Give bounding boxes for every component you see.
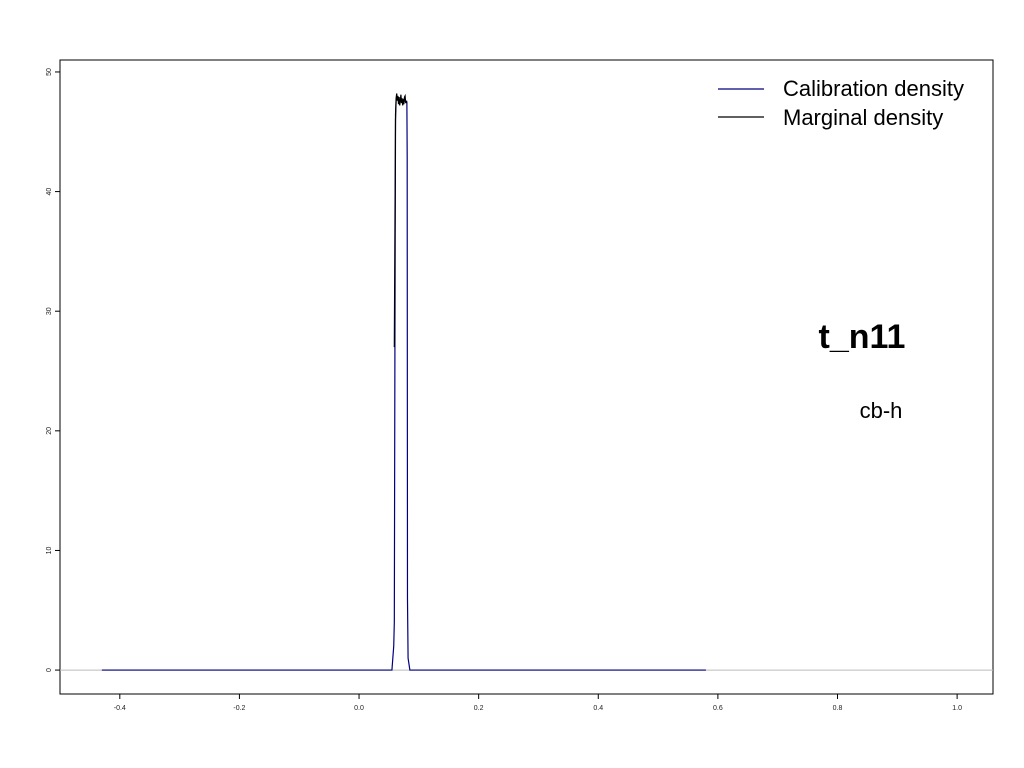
y-tick-label: 10 <box>46 546 53 554</box>
y-axis: 0 10 20 30 40 50 <box>46 68 60 672</box>
legend: Calibration density Marginal density <box>718 76 964 130</box>
x-tick-label: 1.0 <box>952 705 962 712</box>
plot-frame <box>59 59 994 695</box>
x-tick-label: 0.6 <box>713 705 723 712</box>
x-tick-label: 0.2 <box>474 705 484 712</box>
series-calibration-density <box>101 96 706 671</box>
y-tick-label: 20 <box>46 427 53 435</box>
x-axis: -0.4 -0.2 0.0 0.2 0.4 0.6 0.8 1.0 <box>114 694 962 712</box>
series-marginal-density <box>393 93 408 348</box>
y-tick-label: 50 <box>46 68 53 76</box>
x-tick-label: -0.2 <box>233 705 245 712</box>
series-layer <box>101 93 706 671</box>
y-tick-label: 0 <box>46 668 53 672</box>
x-tick-label: 0.8 <box>833 705 843 712</box>
legend-label-marginal: Marginal density <box>783 105 943 130</box>
x-tick-label: -0.4 <box>114 705 126 712</box>
y-tick-label: 30 <box>46 307 53 315</box>
chart-subtitle: cb-h <box>860 398 903 423</box>
x-tick-label: 0.4 <box>593 705 603 712</box>
x-tick-label: 0.0 <box>354 705 364 712</box>
chart-title: t_n11 <box>819 318 906 356</box>
y-tick-label: 40 <box>46 188 53 196</box>
legend-label-calibration: Calibration density <box>783 76 964 101</box>
